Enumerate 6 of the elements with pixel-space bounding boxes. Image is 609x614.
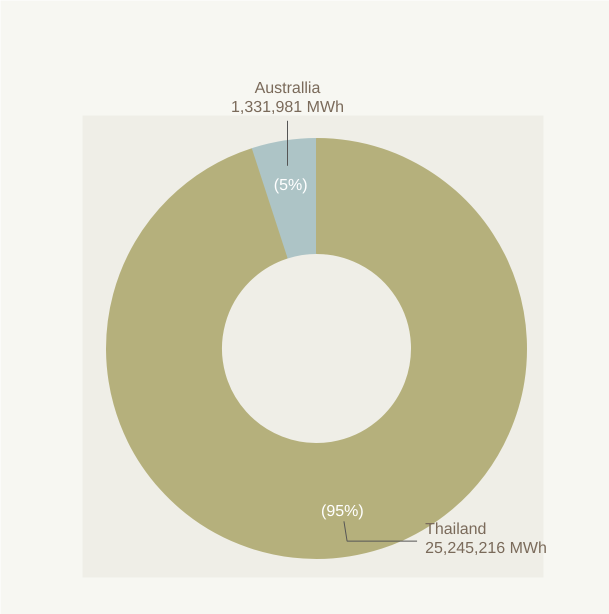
data-label: 1,331,981 MWh	[231, 98, 344, 116]
slice-label: Thailand	[425, 521, 486, 538]
text: (95%)	[321, 502, 364, 520]
text: (5%)	[274, 177, 308, 194]
slice-label: Australlia	[254, 80, 320, 98]
data-label: 25,245,216 MWh	[425, 540, 547, 557]
